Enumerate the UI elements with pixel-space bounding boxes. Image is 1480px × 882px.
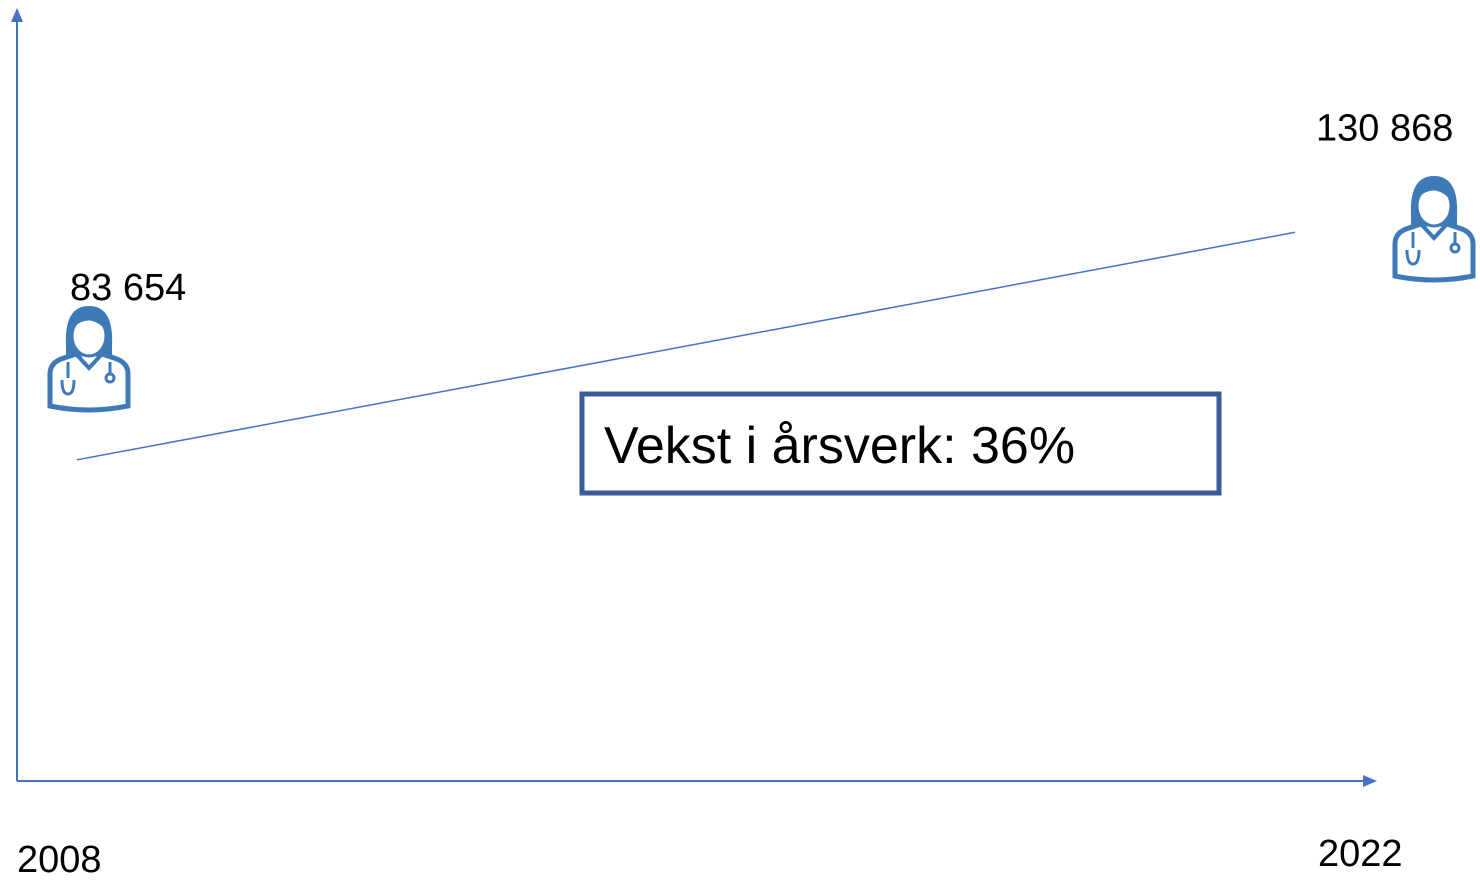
x-axis-arrow xyxy=(1363,775,1377,787)
doctor-icon xyxy=(1395,176,1473,280)
data-line xyxy=(76,231,1296,461)
x-label: 2022 xyxy=(1318,833,1403,875)
data-label: 83 654 xyxy=(70,267,186,309)
data-label: 130 868 xyxy=(1316,107,1453,149)
y-axis-arrow xyxy=(11,8,23,22)
doctor-icon xyxy=(50,306,128,410)
annotation-box xyxy=(579,391,1222,496)
annotation: Vekst i årsverk: 36% xyxy=(604,417,1075,475)
x-label: 2008 xyxy=(17,839,102,881)
